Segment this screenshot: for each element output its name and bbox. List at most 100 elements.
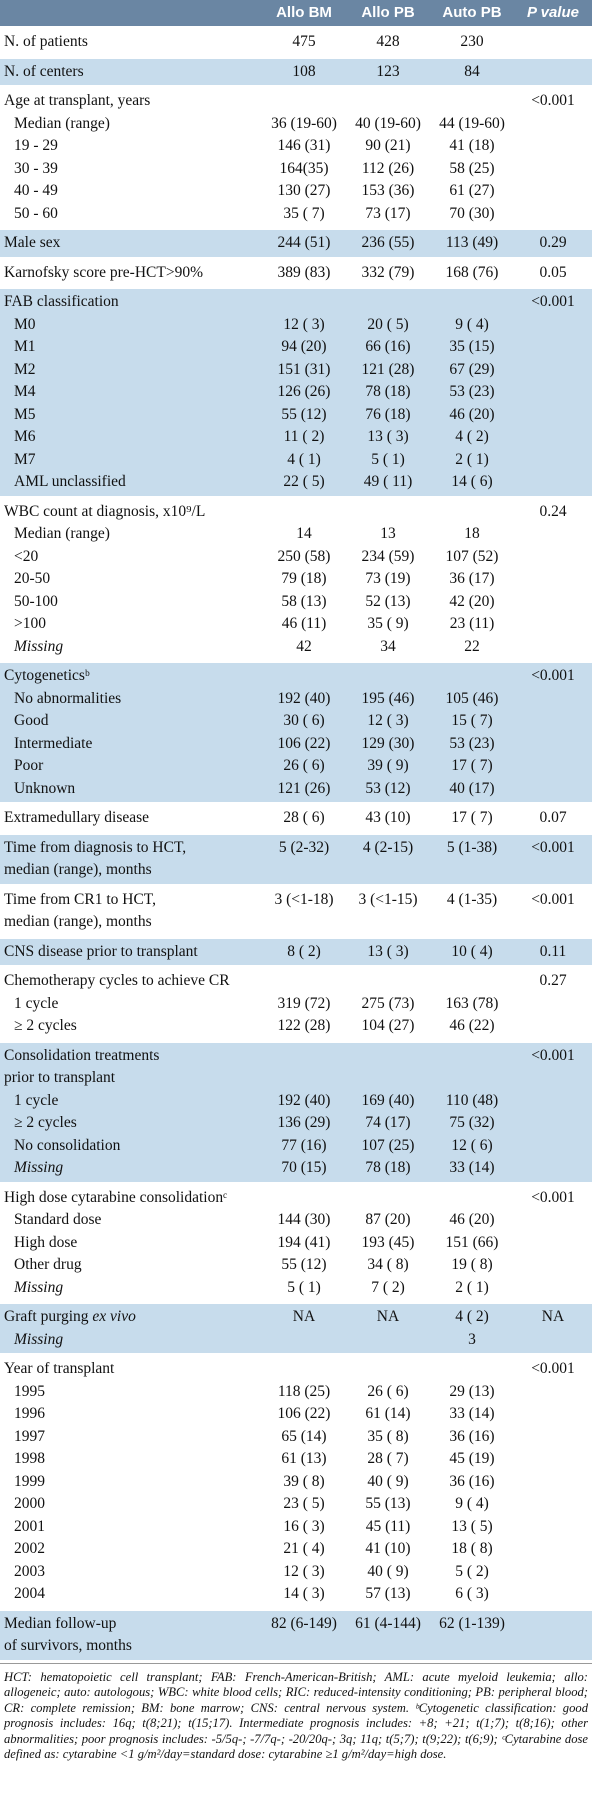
cell: 74 (17) xyxy=(365,1114,411,1131)
cell: 130 (27) xyxy=(277,182,331,199)
row-group: Chemotherapy cycles to achieve CR 0.27 1 c… xyxy=(0,968,592,1040)
row-label: Consolidation treatments prior to transp… xyxy=(4,1046,160,1087)
cell: 106 (22) xyxy=(277,1405,331,1422)
cell: 36 (16) xyxy=(449,1427,495,1445)
cell: 45 (11) xyxy=(365,1517,411,1535)
cell: 73 (19) xyxy=(365,570,411,587)
cell: <0.001 xyxy=(531,667,575,684)
table-row: No abnormalities 192 (40) 195 (46) 105 (46) xyxy=(0,688,592,711)
cell: 44 (19-60) xyxy=(439,114,505,132)
cell: 36 (19-60) xyxy=(271,114,337,132)
table-row: 2000 23 ( 5) 55 (13) 9 ( 4) xyxy=(0,1493,592,1516)
cell: 53 (12) xyxy=(365,779,411,797)
table-row: Median follow-up of survivors, months 82 … xyxy=(0,1613,592,1658)
table-row: ≥ 2 cycles 136 (29) 74 (17) 75 (32) xyxy=(0,1112,592,1135)
cell: 234 (59) xyxy=(361,547,415,565)
cell: NA xyxy=(376,1308,400,1325)
cell: 230 xyxy=(460,33,484,50)
cell: 40 (19-60) xyxy=(355,114,421,132)
row-label: FAB classification xyxy=(4,293,119,310)
cell: 194 (41) xyxy=(277,1233,331,1251)
table-row: N. of centers 108 123 84 xyxy=(0,61,592,84)
cell: 35 ( 7) xyxy=(283,204,325,222)
cell: 55 (12) xyxy=(281,405,327,423)
cell: <0.001 xyxy=(531,1046,575,1064)
row-label: <20 xyxy=(14,547,39,565)
table-row: 2001 16 ( 3) 45 (11) 13 ( 5) xyxy=(0,1516,592,1539)
column-header: Allo PB xyxy=(361,4,415,21)
row-label: Missing xyxy=(14,1159,64,1176)
cell: 244 (51) xyxy=(277,234,331,251)
row-label: Year of transplant xyxy=(4,1360,115,1377)
cell: 108 xyxy=(292,62,316,80)
cell: 236 (55) xyxy=(361,234,415,251)
row-label: 1999 xyxy=(14,1472,45,1490)
row-label: Standard dose xyxy=(14,1211,102,1228)
cell: 36 (16) xyxy=(449,1472,495,1490)
cell: 9 ( 4) xyxy=(455,1495,489,1512)
row-label: AML unclassified xyxy=(14,473,126,490)
cell: 2 ( 1) xyxy=(455,450,489,468)
footnote: ᶜCytarabine dose defined as: cytarabine … xyxy=(4,1731,588,1762)
cell: 153 (36) xyxy=(361,182,415,199)
row-label: Intermediate xyxy=(14,734,93,752)
cell: 13 xyxy=(380,525,396,542)
row-label: 1 cycle xyxy=(14,994,59,1012)
row-label: 19 - 29 xyxy=(14,137,58,154)
cell: 7 ( 2) xyxy=(371,1278,405,1296)
table-row: Cytogeneticsᵇ <0.001 xyxy=(0,665,592,688)
table-row: 1996 106 (22) 61 (14) 33 (14) xyxy=(0,1403,592,1426)
row-label: High dose xyxy=(14,1233,78,1251)
cell: 129 (30) xyxy=(361,734,415,752)
cell: 13 ( 3) xyxy=(367,428,409,445)
row-label: M7 xyxy=(14,450,36,468)
cell: 4 ( 2) xyxy=(455,428,489,445)
row-label: N. of centers xyxy=(4,62,84,80)
cell: 12 ( 6) xyxy=(451,1136,493,1154)
cell: 28 ( 6) xyxy=(283,809,325,826)
row-label: Male sex xyxy=(4,234,61,251)
row-label: Median (range) xyxy=(14,114,110,132)
table-row: Chemotherapy cycles to achieve CR 0.27 xyxy=(0,970,592,993)
row-label: Other drug xyxy=(14,1256,82,1273)
column-header: P value xyxy=(527,4,579,21)
row-label: 1 cycle xyxy=(14,1091,59,1109)
cell: 12 ( 3) xyxy=(283,315,325,333)
row-label: 50-100 xyxy=(14,592,58,610)
cell: <0.001 xyxy=(531,1188,575,1206)
cell: 41 (10) xyxy=(365,1540,411,1557)
cell: <0.001 xyxy=(531,293,575,310)
cell: 113 (49) xyxy=(445,234,499,251)
cell: 151 (66) xyxy=(445,1233,499,1251)
cell: 192 (40) xyxy=(277,689,331,707)
cell: 18 ( 8) xyxy=(451,1540,493,1557)
cell: 3 (<1-18) xyxy=(274,890,334,908)
table-row: 40 - 49 130 (27) 153 (36) 61 (27) xyxy=(0,180,592,203)
cell: 34 ( 8) xyxy=(367,1256,409,1273)
table-row: M5 55 (12) 76 (18) 46 (20) xyxy=(0,404,592,427)
table-row: Missing 42 34 22 xyxy=(0,636,592,659)
row-label: Unknown xyxy=(14,779,76,797)
table-row: 20-50 79 (18) 73 (19) 36 (17) xyxy=(0,568,592,591)
table-row: FAB classification <0.001 xyxy=(0,291,592,314)
cell: 58 (25) xyxy=(449,159,495,177)
cell: 23 ( 5) xyxy=(283,1495,325,1512)
cell: 164(35) xyxy=(279,159,329,177)
row-label: Time from diagnosis to HCT, median (rang… xyxy=(4,838,187,879)
cell: 332 (79) xyxy=(361,263,415,281)
cell: 36 (17) xyxy=(449,570,495,587)
table-row: High dose cytarabine consolidationᶜ <0.00… xyxy=(0,1187,592,1210)
table-row: 2002 21 ( 4) 41 (10) 18 ( 8) xyxy=(0,1538,592,1561)
cell: <0.001 xyxy=(531,92,575,109)
cell: 26 ( 6) xyxy=(283,757,325,774)
row-label: 50 - 60 xyxy=(14,204,58,222)
table-row: Time from CR1 to HCT, median (range), mo… xyxy=(0,889,592,934)
row-group: Male sex 244 (51) 236 (55) 113 (49) 0.29 xyxy=(0,230,592,257)
cell: 23 (11) xyxy=(449,615,495,632)
row-label: Age at transplant, years xyxy=(4,92,151,109)
row-label: 2001 xyxy=(14,1517,45,1535)
table-row: Unknown 121 (26) 53 (12) 40 (17) xyxy=(0,778,592,801)
cell: 61 (14) xyxy=(365,1405,411,1422)
row-label: N. of patients xyxy=(4,33,88,50)
table-row: Median (range) 36 (19-60) 40 (19-60) 44 (19… xyxy=(0,113,592,136)
